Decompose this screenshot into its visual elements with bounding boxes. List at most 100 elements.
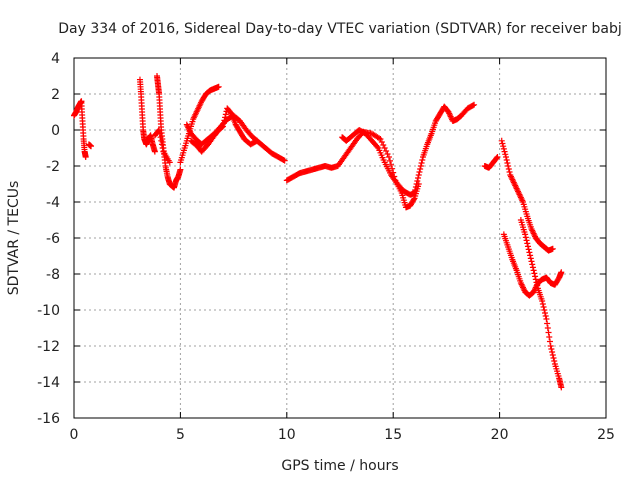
data-point [539, 301, 546, 307]
x-tick-label: 25 [597, 427, 615, 443]
data-point [501, 148, 508, 155]
data-point [413, 181, 420, 187]
data-point [523, 237, 530, 244]
series-seg13 [498, 137, 556, 254]
data-point [88, 143, 95, 150]
data-point [412, 184, 419, 190]
series-seg15 [517, 217, 565, 391]
data-point [529, 264, 536, 271]
data-point [551, 358, 558, 364]
data-point [525, 246, 532, 253]
data-point [527, 255, 534, 262]
y-axis-label: SDTVAR / TECUs [6, 181, 22, 296]
data-point [415, 175, 422, 181]
data-point [222, 114, 229, 121]
data-point [385, 154, 392, 160]
data-point [281, 157, 288, 164]
data-point [502, 154, 509, 160]
data-point [215, 83, 222, 90]
data-point [524, 243, 531, 250]
data-point [499, 140, 506, 147]
series-seg12 [481, 154, 501, 171]
series-seg8 [183, 112, 288, 164]
data-point [558, 269, 565, 276]
data-point [416, 169, 423, 175]
data-point [151, 148, 158, 155]
data-point [558, 384, 565, 391]
data-point [530, 267, 537, 274]
data-point [522, 234, 529, 241]
data-point [493, 154, 500, 161]
data-point [378, 139, 385, 145]
y-tick-label: -4 [46, 195, 60, 211]
data-point [387, 157, 394, 164]
data-point [544, 320, 551, 327]
data-point [156, 127, 163, 133]
data-point [545, 329, 552, 336]
data-point [222, 111, 229, 118]
y-tick-label: -6 [46, 231, 60, 247]
data-point [374, 143, 381, 150]
data-point [546, 334, 553, 340]
series-seg2 [78, 100, 89, 160]
data-point [159, 145, 166, 151]
data-point [544, 325, 551, 331]
data-point [505, 163, 512, 169]
series-seg10 [283, 128, 422, 211]
series-seg11 [339, 101, 478, 198]
data-point [526, 249, 533, 256]
data-point [527, 252, 534, 259]
data-point [221, 117, 228, 124]
x-axis-label: GPS time / hours [281, 458, 398, 474]
data-point [415, 172, 422, 178]
data-point [549, 245, 556, 252]
data-point [383, 148, 390, 154]
data-point [158, 137, 165, 144]
data-point [157, 134, 164, 141]
data-point [82, 154, 89, 160]
data-point [418, 160, 425, 166]
data-point [414, 178, 421, 184]
data-point [524, 240, 531, 247]
data-point [504, 160, 511, 166]
data-point [529, 261, 536, 268]
data-point [388, 161, 395, 168]
x-tick-label: 5 [176, 427, 185, 443]
data-point [419, 157, 426, 163]
data-point [412, 187, 419, 193]
data-point [532, 273, 539, 280]
data-point [522, 231, 529, 238]
y-tick-label: -12 [37, 339, 60, 355]
data-point [503, 157, 510, 163]
data-point [380, 142, 387, 148]
data-point [548, 346, 555, 352]
data-point [547, 343, 554, 349]
data-point [550, 355, 557, 361]
data-point [220, 120, 227, 127]
y-tick-label: 4 [51, 51, 60, 67]
data-point [494, 154, 501, 160]
data-point [158, 141, 165, 148]
x-tick-label: 20 [491, 427, 509, 443]
data-point [539, 298, 546, 304]
data-point [502, 151, 509, 158]
data-point [549, 352, 556, 358]
data-point [156, 130, 163, 137]
data-point [534, 282, 541, 289]
axis-ticks: 0 5 10 15 20 25 -16 -14 -12 -10 -8 -6 -4 -2 0 2 4 [37, 51, 615, 443]
data-point [528, 258, 535, 265]
data-point [541, 310, 548, 316]
x-tick-label: 15 [384, 427, 402, 443]
y-tick-label: -14 [37, 375, 60, 391]
data-point [410, 196, 417, 203]
data-point [549, 349, 556, 355]
data-point [500, 145, 507, 152]
data-point [417, 166, 424, 172]
data-point [417, 163, 424, 169]
data-point [532, 276, 539, 283]
data-point [471, 101, 478, 108]
x-tick-label: 0 [70, 427, 79, 443]
series-seg3 [85, 141, 95, 150]
data-point [541, 307, 548, 313]
